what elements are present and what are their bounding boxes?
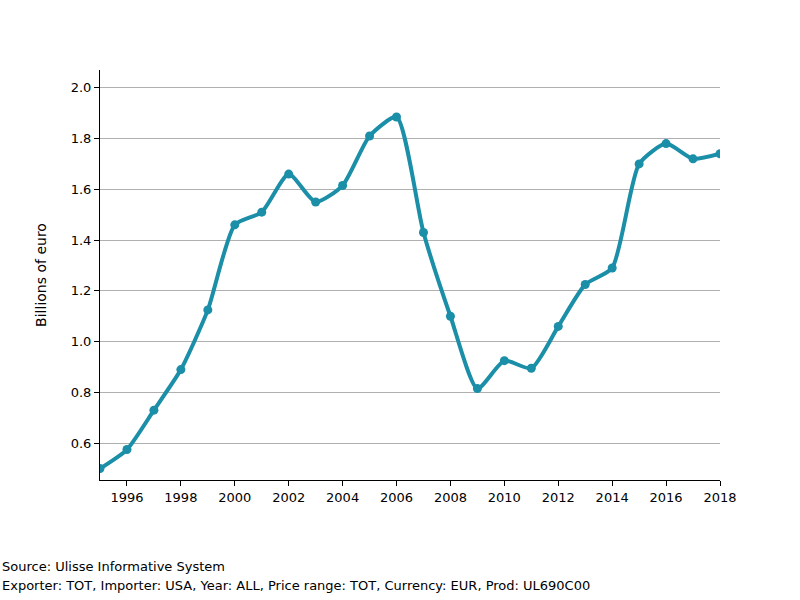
svg-text:1.4: 1.4: [71, 233, 92, 248]
svg-text:2000: 2000: [218, 490, 251, 505]
svg-text:0.8: 0.8: [71, 385, 92, 400]
svg-text:1996: 1996: [110, 490, 143, 505]
svg-text:2012: 2012: [542, 490, 575, 505]
svg-text:1.8: 1.8: [71, 131, 92, 146]
svg-text:1.6: 1.6: [71, 182, 92, 197]
svg-text:2014: 2014: [596, 490, 629, 505]
svg-text:1.2: 1.2: [71, 283, 92, 298]
svg-text:2006: 2006: [380, 490, 413, 505]
svg-text:0.6: 0.6: [71, 436, 92, 451]
svg-text:2016: 2016: [650, 490, 683, 505]
svg-text:1.0: 1.0: [71, 334, 92, 349]
svg-text:Source: Ulisse Informative Sys: Source: Ulisse Informative System: [2, 559, 225, 574]
svg-text:2010: 2010: [488, 490, 521, 505]
svg-text:2008: 2008: [434, 490, 467, 505]
svg-text:1998: 1998: [164, 490, 197, 505]
svg-text:2018: 2018: [703, 490, 736, 505]
svg-text:2004: 2004: [326, 490, 359, 505]
svg-text:Exporter: TOT, Importer: USA,: Exporter: TOT, Importer: USA, Year: ALL,…: [2, 578, 590, 593]
svg-text:Billions of euro: Billions of euro: [33, 223, 49, 327]
svg-text:2002: 2002: [272, 490, 305, 505]
svg-text:2.0: 2.0: [71, 80, 92, 95]
